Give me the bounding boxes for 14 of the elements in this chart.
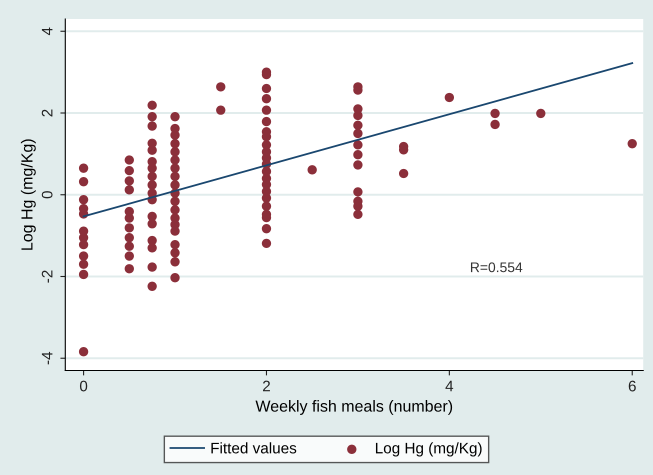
y-tick-label: 2 [42, 110, 52, 116]
x-tick-label: 2 [262, 380, 270, 392]
x-tick-label: 4 [445, 380, 454, 392]
legend-label: Log Hg (mg/Kg) [376, 442, 482, 456]
x-tick-label: 0 [80, 380, 88, 392]
legend-label: Fitted values [211, 442, 296, 454]
y-axis-title: Log Hg (mg/Kg) [20, 139, 36, 250]
annotation: R=0.554 [470, 262, 522, 272]
x-axis-title: Weekly fish meals (number) [256, 400, 452, 415]
x-tick-label: 6 [628, 380, 636, 392]
y-tick-label: -4 [42, 352, 52, 364]
y-tick-label: 4 [42, 27, 52, 36]
y-tick-label: 0 [42, 191, 53, 198]
y-tick-label: -2 [42, 270, 52, 283]
